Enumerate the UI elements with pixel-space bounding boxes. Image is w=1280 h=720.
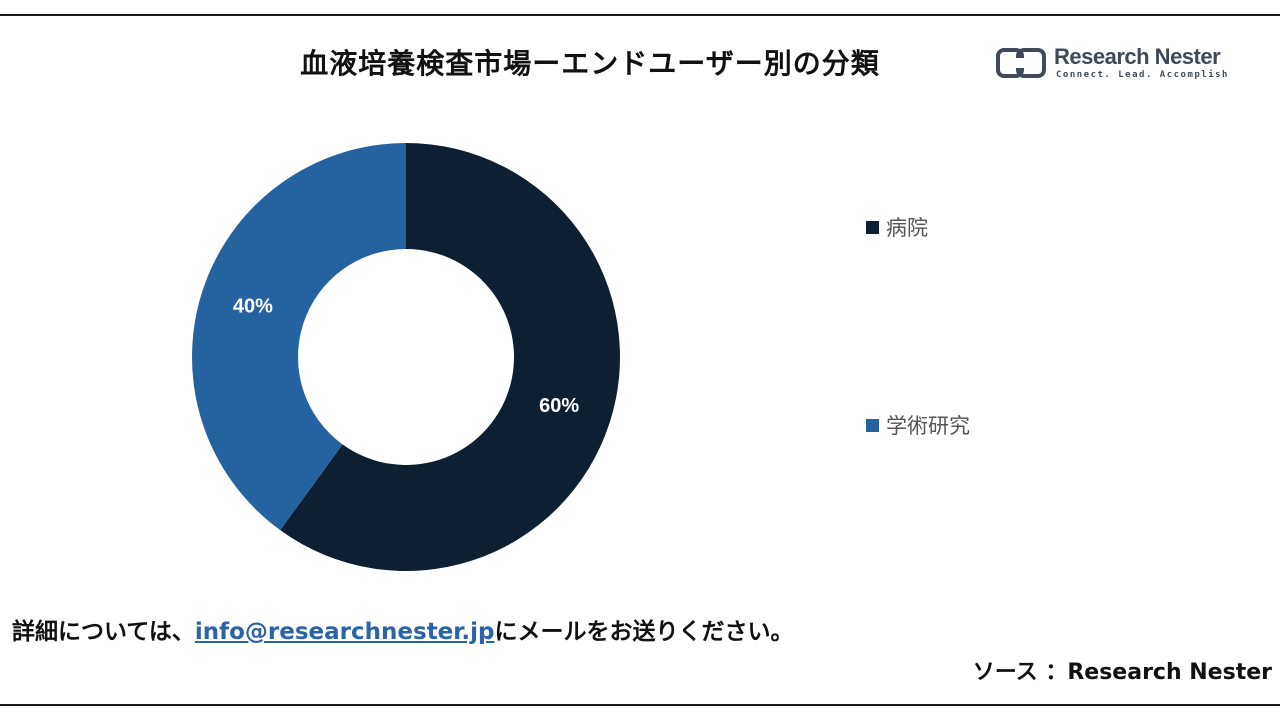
research-nester-logo: Research Nester Connect. Lead. Accomplis… [996, 44, 1229, 82]
donut-slice-0 [280, 143, 621, 571]
contact-prefix: 詳細については、 [12, 619, 195, 645]
logo-mark-icon [996, 48, 1046, 78]
legend-label-academic-research: 学術研究 [886, 414, 970, 438]
legend-item-academic-research: 学術研究 [866, 410, 970, 440]
contact-email-link[interactable]: info@researchnester.jp [194, 619, 495, 645]
contact-suffix: にメールをお送りください。 [494, 619, 794, 645]
bottom-border-line [0, 704, 1280, 706]
donut-slice-label-0: 60% [539, 395, 579, 417]
legend-swatch-academic-research [866, 418, 879, 432]
source-credit: ソース ：Research Nester [972, 660, 1272, 685]
logo-tagline: Connect. Lead. Accomplish [1056, 70, 1229, 80]
donut-slice-label-1: 40% [233, 296, 273, 318]
legend-swatch-hospital [866, 220, 879, 234]
top-border-line [0, 14, 1280, 16]
logo-name: Research Nester [1054, 44, 1221, 69]
chart-title: 血液培養検査市場ーエンドユーザー別の分類 [300, 47, 880, 80]
legend-label-hospital: 病院 [886, 216, 928, 240]
legend-item-hospital: 病院 [866, 212, 928, 242]
donut-slice-1 [192, 143, 406, 531]
contact-note: 詳細については、info@researchnester.jpにメールをお送りくだ… [12, 612, 793, 646]
